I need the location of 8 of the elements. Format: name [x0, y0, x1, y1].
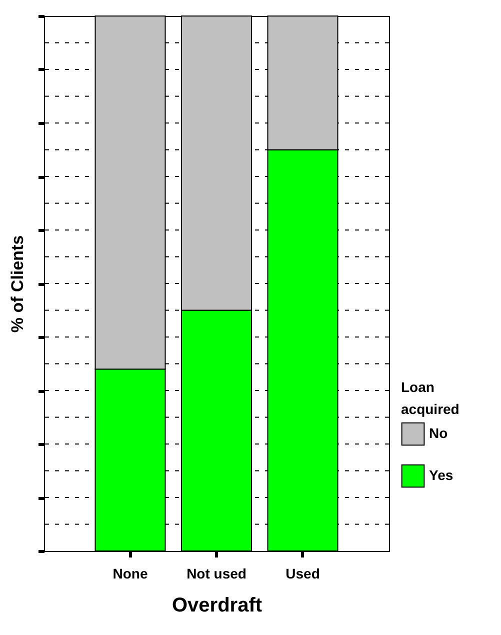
x-tick-label: Used	[286, 566, 320, 582]
y-axis-title: % of Clients	[8, 235, 27, 333]
x-tick-label: Not used	[186, 566, 246, 582]
legend-title: Loan acquired	[401, 379, 460, 417]
x-tick-label: None	[112, 566, 148, 582]
legend-label: Yes	[429, 467, 454, 483]
legend-label: No	[429, 425, 448, 441]
x-axis-title: Overdraft	[172, 594, 262, 616]
